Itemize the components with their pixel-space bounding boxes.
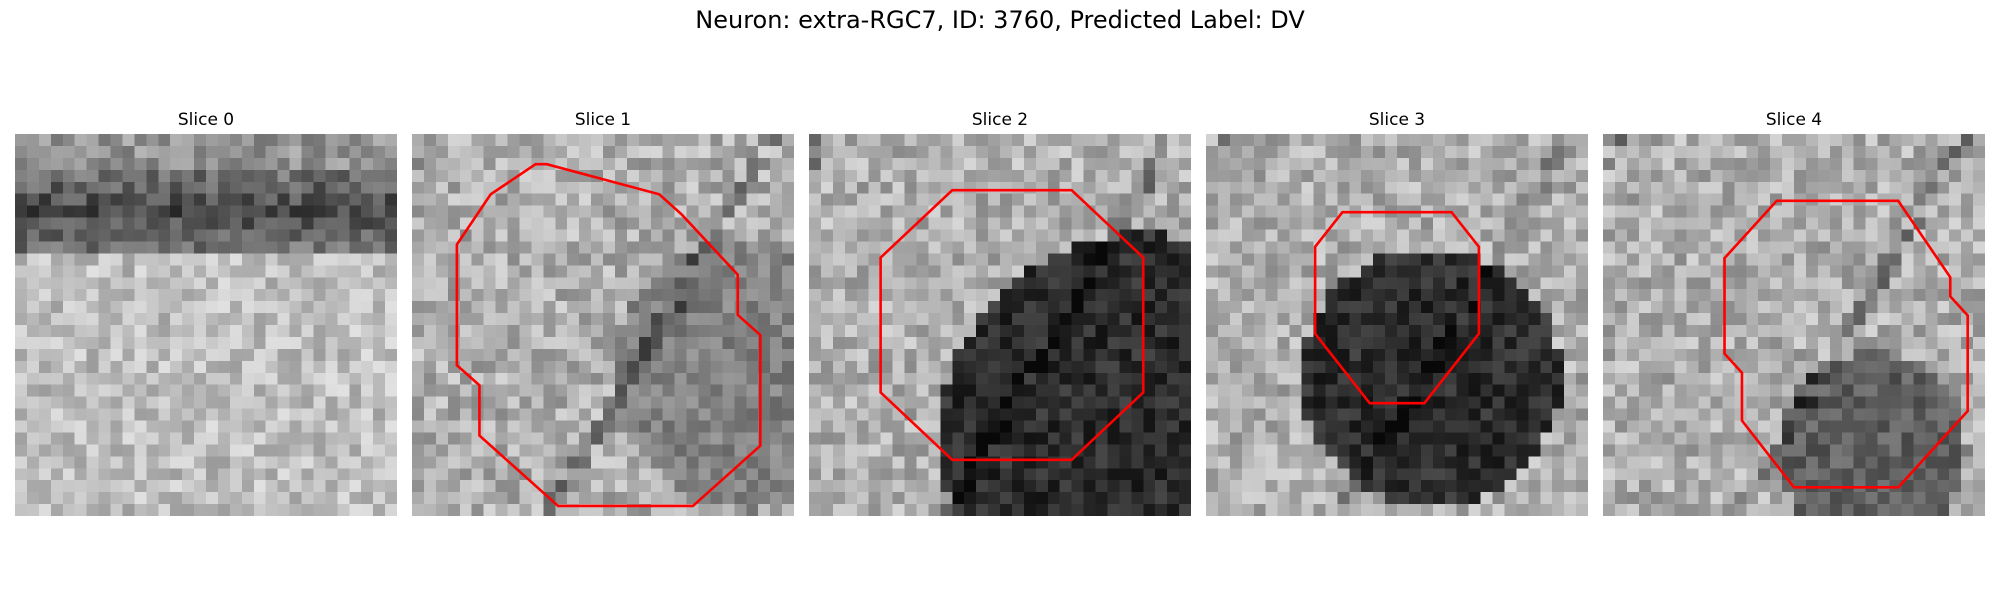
figure-title: Neuron: extra-RGC7, ID: 3760, Predicted … (0, 6, 2000, 34)
slice-image (1603, 134, 1985, 516)
slice-title: Slice 1 (412, 110, 794, 134)
slice-panel-0: Slice 0 (15, 110, 397, 516)
slice-panel-1: Slice 1 (412, 110, 794, 516)
slice-panel-4: Slice 4 (1603, 110, 1985, 516)
slice-panel-2: Slice 2 (809, 110, 1191, 516)
slice-title: Slice 4 (1603, 110, 1985, 134)
slice-title: Slice 2 (809, 110, 1191, 134)
slice-image (809, 134, 1191, 516)
slice-image (412, 134, 794, 516)
slice-image (15, 134, 397, 516)
slice-title: Slice 0 (15, 110, 397, 134)
slice-panel-3: Slice 3 (1206, 110, 1588, 516)
slice-image (1206, 134, 1588, 516)
slice-title: Slice 3 (1206, 110, 1588, 134)
